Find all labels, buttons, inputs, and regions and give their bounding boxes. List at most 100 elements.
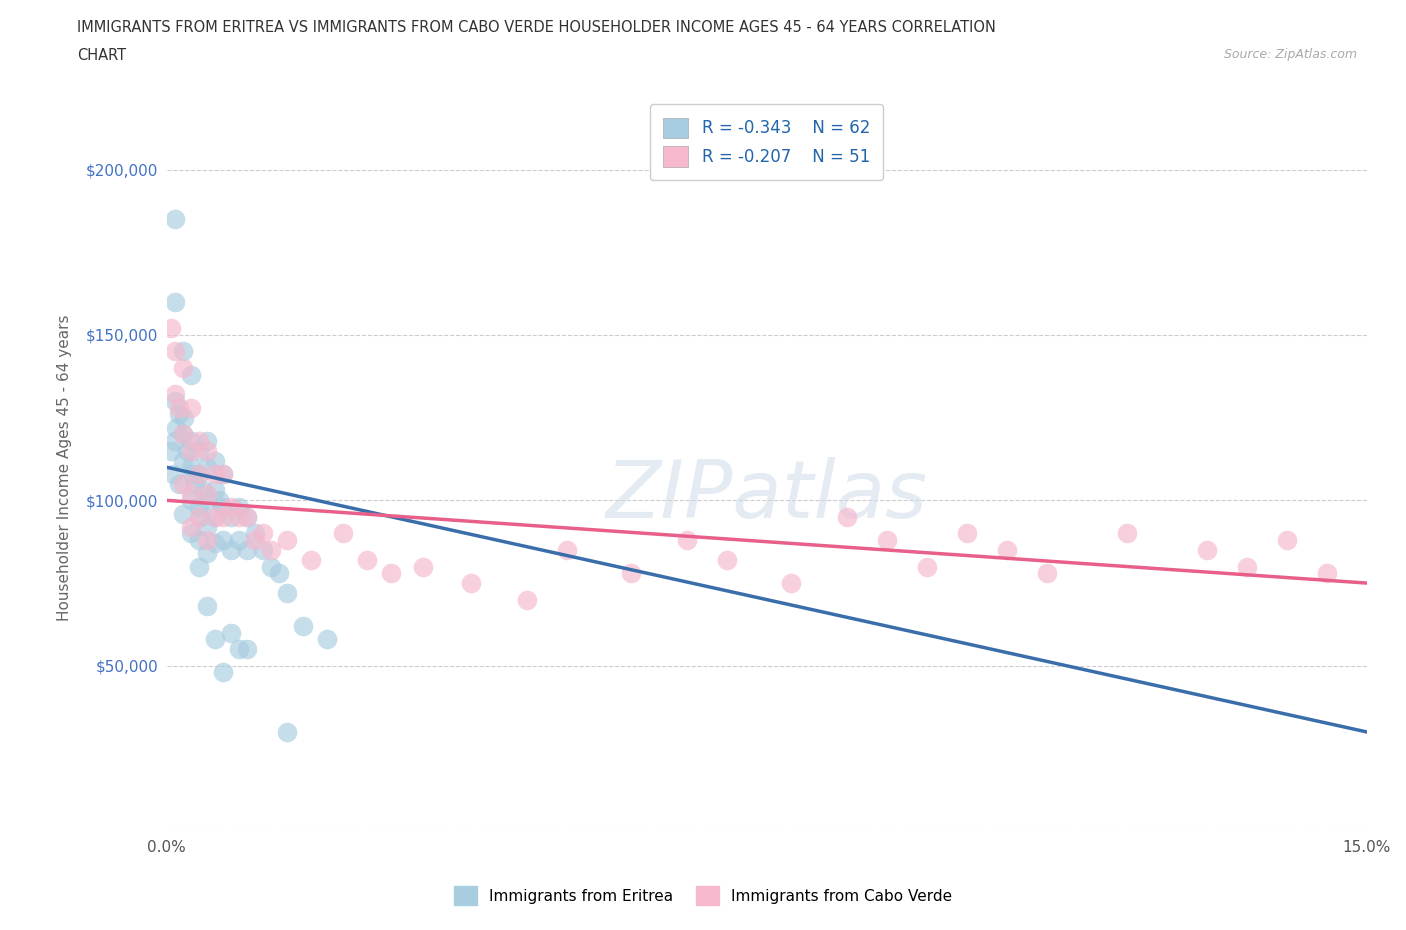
Point	[835, 510, 858, 525]
Point	[187, 433, 209, 448]
Point	[211, 510, 233, 525]
Point	[195, 546, 218, 561]
Point	[159, 444, 181, 458]
Point	[995, 542, 1018, 557]
Point	[412, 559, 434, 574]
Point	[276, 724, 298, 739]
Point	[172, 427, 194, 442]
Point	[172, 506, 194, 521]
Point	[191, 483, 214, 498]
Point	[195, 433, 218, 448]
Point	[180, 493, 202, 508]
Point	[172, 453, 194, 468]
Point	[236, 542, 259, 557]
Point	[276, 586, 298, 601]
Point	[236, 642, 259, 657]
Point	[167, 400, 190, 415]
Point	[236, 510, 259, 525]
Point	[190, 510, 212, 525]
Point	[195, 486, 218, 501]
Point	[184, 476, 207, 491]
Text: Source: ZipAtlas.com: Source: ZipAtlas.com	[1223, 48, 1357, 61]
Text: IMMIGRANTS FROM ERITREA VS IMMIGRANTS FROM CABO VERDE HOUSEHOLDER INCOME AGES 45: IMMIGRANTS FROM ERITREA VS IMMIGRANTS FR…	[77, 20, 997, 35]
Point	[380, 565, 402, 580]
Point	[172, 427, 194, 442]
Point	[187, 533, 209, 548]
Point	[195, 533, 218, 548]
Point	[555, 542, 578, 557]
Point	[208, 493, 231, 508]
Point	[356, 552, 378, 567]
Point	[1036, 565, 1059, 580]
Point	[187, 499, 209, 514]
Point	[180, 367, 202, 382]
Point	[219, 625, 242, 640]
Point	[211, 533, 233, 548]
Point	[956, 526, 979, 541]
Point	[276, 533, 298, 548]
Point	[167, 407, 190, 422]
Point	[876, 533, 898, 548]
Legend: Immigrants from Eritrea, Immigrants from Cabo Verde: Immigrants from Eritrea, Immigrants from…	[447, 881, 959, 911]
Point	[204, 453, 226, 468]
Point	[228, 499, 250, 514]
Point	[163, 212, 186, 227]
Point	[204, 467, 226, 482]
Point	[180, 526, 202, 541]
Text: ZIPatlas: ZIPatlas	[606, 458, 928, 536]
Point	[195, 444, 218, 458]
Point	[675, 533, 697, 548]
Point	[236, 510, 259, 525]
Point	[204, 483, 226, 498]
Point	[180, 400, 202, 415]
Point	[716, 552, 738, 567]
Point	[228, 510, 250, 525]
Point	[180, 486, 202, 501]
Point	[163, 393, 186, 408]
Point	[243, 526, 266, 541]
Point	[243, 533, 266, 548]
Point	[211, 665, 233, 680]
Point	[1316, 565, 1339, 580]
Point	[211, 467, 233, 482]
Point	[180, 459, 202, 474]
Point	[915, 559, 938, 574]
Point	[195, 459, 218, 474]
Point	[162, 467, 184, 482]
Point	[211, 499, 233, 514]
Point	[187, 467, 209, 482]
Point	[260, 542, 283, 557]
Point	[180, 433, 202, 448]
Point	[211, 467, 233, 482]
Point	[516, 592, 538, 607]
Point	[195, 599, 218, 614]
Point	[252, 542, 274, 557]
Point	[187, 510, 209, 525]
Point	[173, 410, 195, 425]
Point	[163, 344, 186, 359]
Point	[195, 519, 218, 534]
Point	[163, 433, 186, 448]
Point	[228, 642, 250, 657]
Point	[291, 618, 314, 633]
Point	[252, 526, 274, 541]
Point	[460, 576, 482, 591]
Point	[1115, 526, 1137, 541]
Point	[187, 559, 209, 574]
Point	[219, 499, 242, 514]
Legend: R = -0.343    N = 62, R = -0.207    N = 51: R = -0.343 N = 62, R = -0.207 N = 51	[650, 104, 883, 180]
Point	[167, 476, 190, 491]
Point	[219, 510, 242, 525]
Point	[163, 295, 186, 310]
Point	[159, 321, 181, 336]
Point	[187, 444, 209, 458]
Point	[1275, 533, 1298, 548]
Text: CHART: CHART	[77, 48, 127, 63]
Point	[299, 552, 322, 567]
Point	[332, 526, 354, 541]
Point	[228, 533, 250, 548]
Point	[204, 631, 226, 646]
Point	[195, 493, 218, 508]
Point	[219, 542, 242, 557]
Point	[620, 565, 643, 580]
